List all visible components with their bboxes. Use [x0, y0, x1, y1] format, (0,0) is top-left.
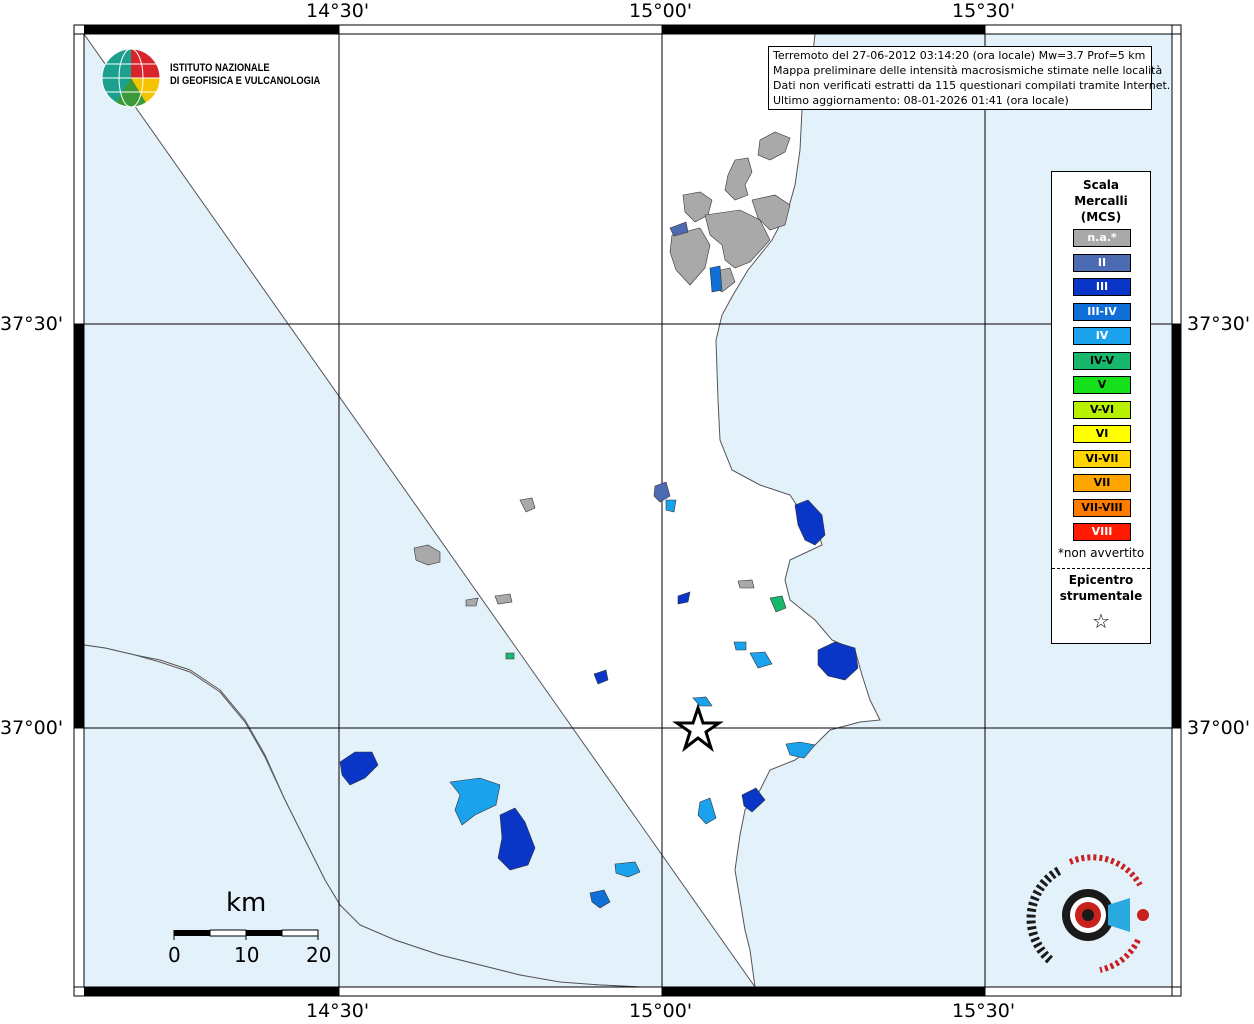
area-iii-iv — [589, 889, 611, 909]
area-iv — [614, 861, 641, 878]
ingv-name: ISTITUTO NAZIONALE DI GEOFISICA E VULCAN… — [170, 62, 320, 88]
legend-star-icon: ☆ — [1092, 609, 1110, 633]
area-na — [413, 544, 441, 566]
area-iii — [677, 591, 691, 605]
area-iii — [794, 499, 826, 546]
legend-epicenter-line1: Epicentro — [1068, 573, 1134, 587]
tick-bottom-3: 15°30' — [952, 1000, 1016, 1022]
legend-epicenter-line2: strumentale — [1059, 589, 1143, 603]
area-iv — [449, 777, 501, 826]
area-iii — [741, 787, 766, 813]
legend-item: VIII — [1073, 523, 1131, 541]
info-line-2: Mappa preliminare delle intensità macros… — [773, 64, 1163, 77]
legend-item: V-VI — [1073, 400, 1131, 419]
legend-item: II — [1073, 253, 1131, 272]
info-line-1: Terremoto del 27-06-2012 03:14:20 (ora l… — [773, 49, 1146, 62]
area-na — [465, 597, 479, 607]
scale-label-0: 0 — [168, 943, 181, 967]
area-iii-iv — [709, 265, 723, 293]
scale-bar-title: km — [226, 888, 267, 918]
graticule — [84, 34, 1172, 987]
map-frame — [73, 24, 1182, 997]
area-na — [737, 579, 755, 589]
legend-item: VII-VIII — [1073, 498, 1131, 517]
scale-label-10: 10 — [234, 943, 260, 967]
area-ii — [669, 221, 689, 237]
event-info-box: Terremoto del 27-06-2012 03:14:20 (ora l… — [768, 46, 1171, 110]
tick-right-2: 37°00' — [1187, 717, 1251, 739]
area-iv — [692, 696, 713, 707]
tick-left-1: 37°30' — [0, 313, 64, 335]
area-iii — [593, 669, 609, 685]
legend-item: n.a.* — [1073, 229, 1131, 247]
legend-item: IV-V — [1073, 351, 1131, 370]
legend-note: *non avvertito — [1057, 546, 1145, 560]
ingv-globe-logo — [101, 48, 161, 108]
legend-separator — [1052, 568, 1150, 569]
legend-epicenter-label: Epicentro strumentale — [1052, 572, 1150, 604]
area-iv — [697, 797, 717, 825]
area-ii — [653, 481, 671, 503]
area-na — [669, 227, 711, 286]
area-iv — [733, 641, 747, 651]
tick-left-2: 37°00' — [0, 717, 64, 739]
area-na — [757, 131, 791, 161]
area-na — [751, 194, 791, 231]
tick-bottom-2: 15°00' — [629, 1000, 693, 1022]
area-iii — [339, 751, 379, 786]
area-iv-v — [769, 595, 787, 613]
haisentitoilterremoto-logo — [1026, 854, 1149, 973]
area-iv-v — [505, 652, 515, 660]
legend-item: VII — [1073, 474, 1131, 492]
scale-bar — [173, 929, 319, 940]
legend-item: V — [1073, 376, 1131, 394]
legend-item: III-IV — [1073, 302, 1131, 321]
area-iv — [785, 741, 816, 759]
legend-title-line2: Mercalli — [1074, 194, 1128, 208]
legend-item: III — [1073, 278, 1131, 296]
mcs-legend: Scala Mercalli (MCS) n.a.* II III III-IV IV I… — [1051, 171, 1151, 644]
info-line-3: Dati non verificati estratti da 115 ques… — [773, 79, 1171, 92]
tick-right-1: 37°30' — [1187, 313, 1251, 335]
area-iv — [665, 499, 677, 513]
legend-item: VI-VII — [1073, 449, 1131, 468]
legend-item: IV — [1073, 327, 1131, 345]
tick-top-1: 14°30' — [306, 0, 370, 22]
tick-bottom-1: 14°30' — [306, 1000, 370, 1022]
legend-item: VI — [1073, 425, 1131, 443]
tick-top-2: 15°00' — [629, 0, 693, 22]
area-iii — [817, 641, 859, 681]
area-iv — [749, 651, 773, 669]
area-iii — [497, 807, 536, 871]
legend-title-line1: Scala — [1082, 178, 1120, 192]
legend-title-line3: (MCS) — [1080, 210, 1122, 224]
epicenter-star — [672, 703, 724, 753]
area-na — [724, 157, 753, 201]
info-line-4: Ultimo aggiornamento: 08-01-2026 01:41 (… — [773, 94, 1069, 107]
ingv-line1: ISTITUTO NAZIONALE — [170, 62, 270, 74]
area-na — [519, 497, 536, 513]
intensity-polygons — [339, 131, 859, 909]
tick-top-3: 15°30' — [952, 0, 1016, 22]
legend-title: Scala Mercalli (MCS) — [1052, 177, 1150, 225]
south-coast-sea — [83, 644, 641, 988]
area-na — [704, 209, 771, 269]
area-na — [494, 593, 513, 605]
ingv-line2: DI GEOFISICA E VULCANOLOGIA — [170, 75, 321, 87]
scale-label-20: 20 — [306, 943, 332, 967]
